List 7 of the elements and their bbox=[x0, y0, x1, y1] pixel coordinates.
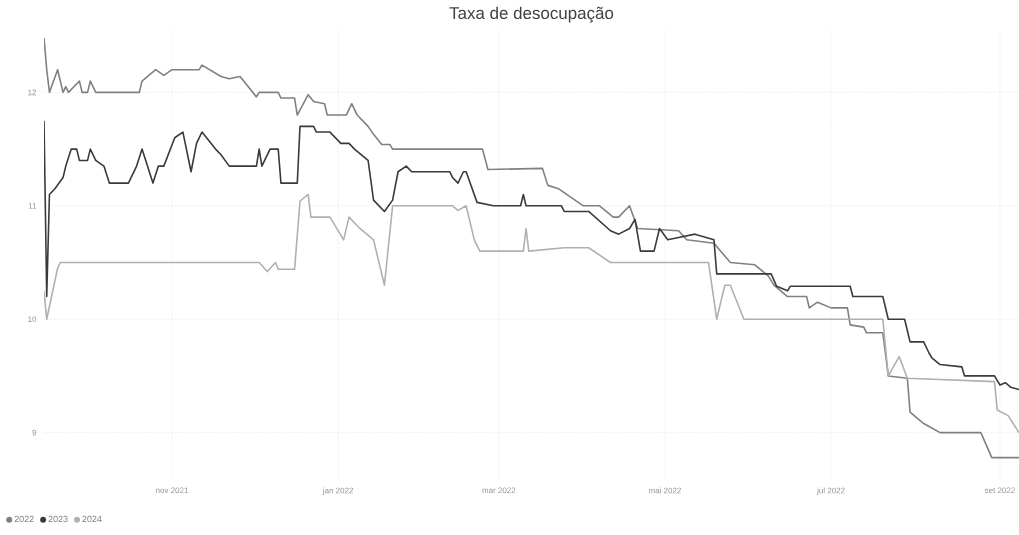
line-series bbox=[44, 37, 1019, 459]
chart-title: Taxa de desocupação bbox=[449, 6, 614, 23]
line-series bbox=[44, 119, 1019, 391]
line-series bbox=[44, 193, 1019, 434]
legend-label: 2023 bbox=[48, 515, 68, 523]
legend-label: 2022 bbox=[14, 515, 34, 523]
legend-label: 2024 bbox=[82, 515, 102, 523]
